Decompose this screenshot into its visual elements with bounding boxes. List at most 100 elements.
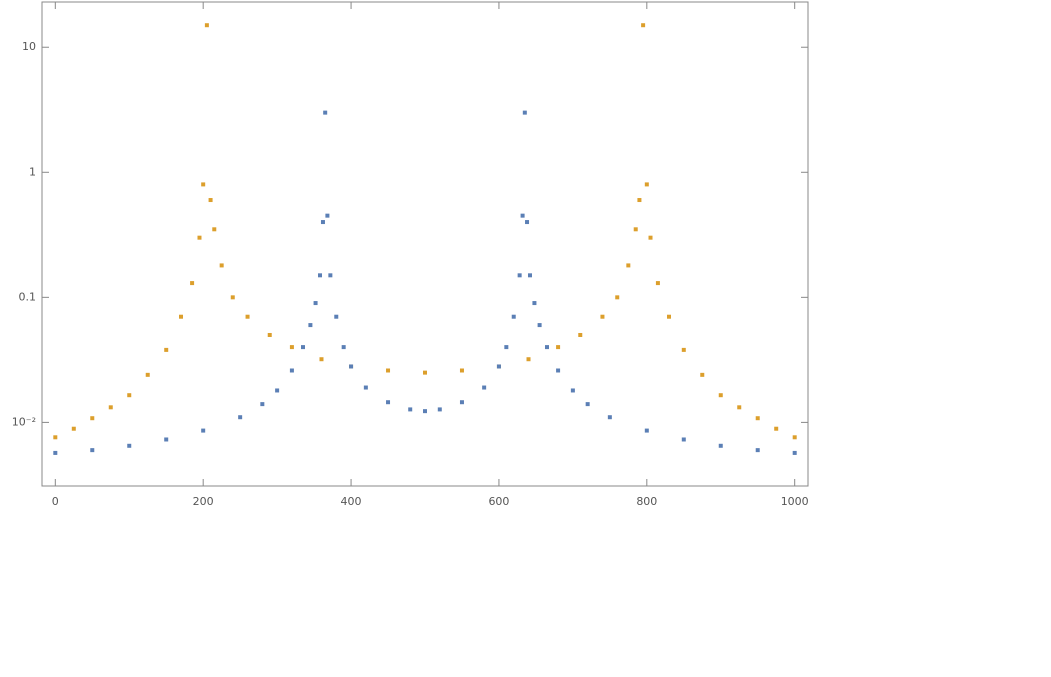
point: [633, 227, 638, 232]
point: [774, 426, 779, 431]
point: [544, 345, 549, 350]
x-tick-label: 800: [636, 495, 657, 508]
point: [204, 23, 209, 28]
point: [532, 301, 537, 306]
point: [437, 407, 442, 412]
plot-frame: [41, 1, 809, 487]
point: [212, 227, 217, 232]
point: [53, 450, 58, 455]
point: [792, 450, 797, 455]
point: [517, 273, 522, 278]
point: [526, 357, 531, 362]
point: [700, 372, 705, 377]
point: [301, 345, 306, 350]
point: [644, 428, 649, 433]
point: [289, 345, 294, 350]
point: [792, 435, 797, 440]
point: [145, 372, 150, 377]
x-tick-label: 400: [341, 495, 362, 508]
y-tick-label: 0.1: [19, 290, 37, 303]
point: [681, 437, 686, 442]
point: [482, 385, 487, 390]
y-tick-label: 10: [22, 40, 36, 53]
point: [459, 368, 464, 373]
point: [208, 198, 213, 203]
point: [681, 347, 686, 352]
point: [341, 345, 346, 350]
point: [267, 332, 272, 337]
point: [127, 393, 132, 398]
point: [626, 263, 631, 268]
x-tick-label: 200: [193, 495, 214, 508]
point: [53, 435, 58, 440]
point: [328, 273, 333, 278]
point: [334, 314, 339, 319]
point: [201, 428, 206, 433]
point: [319, 357, 324, 362]
point: [637, 198, 642, 203]
point: [318, 273, 323, 278]
point: [655, 281, 660, 286]
point: [90, 448, 95, 453]
point: [90, 416, 95, 421]
point: [496, 364, 501, 369]
point: [260, 402, 265, 407]
point: [349, 364, 354, 369]
point: [666, 314, 671, 319]
point: [238, 415, 243, 420]
y-tick-label: 10⁻²: [12, 415, 36, 428]
point: [275, 388, 280, 393]
point: [600, 314, 605, 319]
point: [641, 23, 646, 28]
point: [127, 443, 132, 448]
point: [164, 347, 169, 352]
point: [230, 295, 235, 300]
point: [520, 213, 525, 218]
point: [325, 213, 330, 218]
point: [190, 281, 195, 286]
point: [755, 448, 760, 453]
point: [164, 437, 169, 442]
point: [504, 345, 509, 350]
point: [511, 314, 516, 319]
point: [423, 409, 427, 414]
point: [718, 393, 723, 398]
point: [179, 314, 184, 319]
point: [607, 415, 612, 420]
point: [718, 443, 723, 448]
x-tick-label: 1000: [781, 495, 809, 508]
point: [197, 235, 202, 240]
point: [522, 110, 527, 115]
point: [644, 182, 649, 187]
point: [320, 220, 325, 225]
point: [556, 345, 561, 350]
point: [363, 385, 368, 390]
y-tick-label: 1: [29, 165, 36, 178]
point: [755, 416, 760, 421]
point: [527, 273, 532, 278]
point: [201, 182, 206, 187]
point: [537, 323, 542, 328]
point: [648, 235, 653, 240]
point: [737, 405, 742, 410]
point: [386, 400, 391, 405]
point: [219, 263, 224, 268]
point: [615, 295, 620, 300]
point: [578, 332, 583, 337]
point: [289, 368, 294, 373]
point: [386, 368, 391, 373]
point: [323, 110, 328, 115]
point: [408, 407, 413, 412]
point: [423, 370, 427, 375]
point: [570, 388, 575, 393]
point: [525, 220, 530, 225]
point: [556, 368, 561, 373]
x-tick-label: 0: [52, 495, 59, 508]
point: [313, 301, 318, 306]
point: [585, 402, 590, 407]
point: [245, 314, 250, 319]
x-tick-label: 600: [488, 495, 509, 508]
point: [459, 400, 464, 405]
point: [308, 323, 313, 328]
